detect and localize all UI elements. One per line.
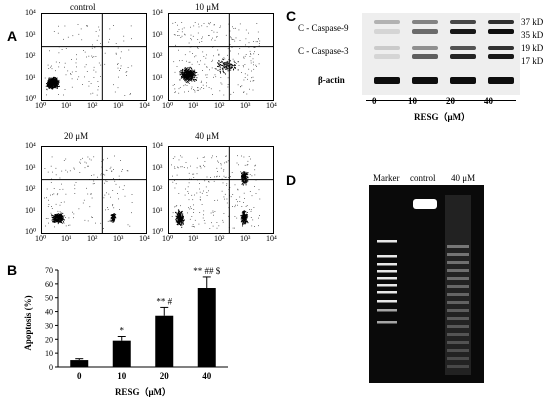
flow-x-tick: 10³ — [240, 101, 251, 110]
bar — [112, 340, 131, 367]
y-tick-label: 50 — [45, 294, 53, 303]
flow-x-tick: 10⁰ — [35, 101, 47, 110]
flow-x-tick: 10⁰ — [162, 234, 174, 243]
flow-x-tick: 10¹ — [61, 101, 72, 110]
flow-y-tick: 10³ — [25, 29, 36, 39]
x-tick-label: 20 — [160, 371, 170, 381]
flow-y-tick: 10¹ — [152, 205, 163, 215]
bar — [197, 288, 216, 367]
flow-x-tick: 10⁰ — [162, 101, 174, 110]
flow-y-tick: 10⁰ — [25, 94, 37, 103]
flow-plot-10 — [168, 13, 274, 101]
y-tick-label: 70 — [45, 266, 53, 275]
flow-plot-control — [41, 13, 147, 101]
wb-lane-40: 40 — [484, 96, 493, 106]
panel-label-d: D — [286, 172, 297, 188]
flow-x-tick: 10² — [87, 101, 98, 110]
significance-label: ** ## $ — [193, 266, 221, 276]
flow-x-tick: 10⁰ — [35, 234, 47, 243]
flow-x-tick: 10³ — [113, 101, 124, 110]
flow-x-tick: 10² — [87, 234, 98, 243]
flow-y-tick: 10⁴ — [25, 8, 36, 17]
flow-y-tick: 10⁴ — [152, 141, 163, 150]
kd-19: 19 kD — [521, 43, 544, 53]
flow-x-tick: 10² — [214, 101, 225, 110]
wb-row-label-casp9: C - Caspase-9 — [298, 23, 349, 33]
panel-label-a: A — [7, 28, 18, 44]
y-tick-label: 10 — [45, 349, 53, 358]
flow-y-tick: 10¹ — [25, 205, 36, 215]
flow-y-tick: 10³ — [25, 162, 36, 172]
wb-lane-20: 20 — [446, 96, 455, 106]
flow-y-tick: 10³ — [152, 29, 163, 39]
flow-title-40: 40 μM — [195, 131, 220, 141]
wb-row-label-casp3: C - Caspase-3 — [298, 46, 349, 56]
y-tick-label: 40 — [45, 308, 53, 317]
wb-row-label-actin: β-actin — [318, 75, 345, 85]
flow-plot-20 — [41, 146, 147, 234]
x-tick-label: 0 — [77, 371, 82, 381]
panel-label-b: B — [7, 262, 18, 278]
y-tick-label: 20 — [45, 335, 53, 344]
kd-37: 37 kD — [521, 17, 544, 27]
flow-y-tick: 10² — [25, 184, 36, 193]
flow-y-tick: 10⁰ — [152, 94, 164, 103]
dna-gel-image — [369, 185, 484, 383]
kd-35: 35 kD — [521, 30, 544, 40]
flow-title-control: control — [70, 2, 96, 12]
bar — [70, 360, 89, 367]
flow-x-tick: 10⁴ — [266, 101, 277, 110]
y-tick-label: 30 — [45, 321, 53, 330]
flow-x-tick: 10⁴ — [139, 101, 150, 110]
y-tick-label: 0 — [49, 363, 53, 372]
flow-x-tick: 10¹ — [61, 234, 72, 243]
flow-y-tick: 10¹ — [25, 72, 36, 82]
flow-y-tick: 10⁰ — [152, 227, 164, 236]
flow-y-tick: 10⁴ — [152, 8, 163, 17]
chart-ylabel-wrap: Apoptosis (%) — [18, 288, 38, 358]
flow-x-tick: 10² — [214, 234, 225, 243]
chart-ylabel: Apoptosis (%) — [23, 295, 33, 351]
wb-xlabel: RESG（μM） — [414, 112, 471, 122]
panel-label-c: C — [286, 8, 297, 24]
flow-y-tick: 10⁴ — [25, 141, 36, 150]
flow-title-20: 20 μM — [64, 131, 89, 141]
x-tick-label: 10 — [117, 371, 127, 381]
bar — [155, 315, 174, 367]
western-blot-image — [362, 13, 520, 95]
flow-plot-40 — [168, 146, 274, 234]
flow-y-tick: 10⁰ — [25, 227, 37, 236]
gel-lane-40: 40 μM — [451, 173, 476, 183]
wb-lane-0: 0 — [372, 96, 377, 106]
kd-17: 17 kD — [521, 56, 544, 66]
flow-x-tick: 10¹ — [188, 101, 199, 110]
flow-y-tick: 10² — [25, 51, 36, 60]
flow-y-tick: 10³ — [152, 162, 163, 172]
flow-x-tick: 10³ — [240, 234, 251, 243]
flow-x-tick: 10⁴ — [139, 234, 150, 243]
flow-x-tick: 10⁴ — [266, 234, 277, 243]
y-tick-label: 60 — [45, 280, 53, 289]
significance-label: ** # — [156, 296, 172, 306]
gel-lane-marker: Marker — [373, 173, 400, 183]
flow-y-tick: 10² — [152, 184, 163, 193]
wb-lane-10: 10 — [408, 96, 417, 106]
significance-label: * — [120, 326, 125, 336]
flow-y-tick: 10¹ — [152, 72, 163, 82]
flow-y-tick: 10² — [152, 51, 163, 60]
chart-xlabel: RESG（μM） — [115, 387, 171, 397]
flow-x-tick: 10¹ — [188, 234, 199, 243]
flow-x-tick: 10³ — [113, 234, 124, 243]
wb-axis-line — [366, 100, 516, 101]
gel-lane-control: control — [410, 173, 436, 183]
x-tick-label: 40 — [202, 371, 212, 381]
bar-chart: 0 10 20 30 40 50 60 70 0 10 * 20 ** # 40 ** ## $ RESG（μ… — [45, 266, 228, 397]
flow-title-10: 10 μM — [195, 2, 220, 12]
